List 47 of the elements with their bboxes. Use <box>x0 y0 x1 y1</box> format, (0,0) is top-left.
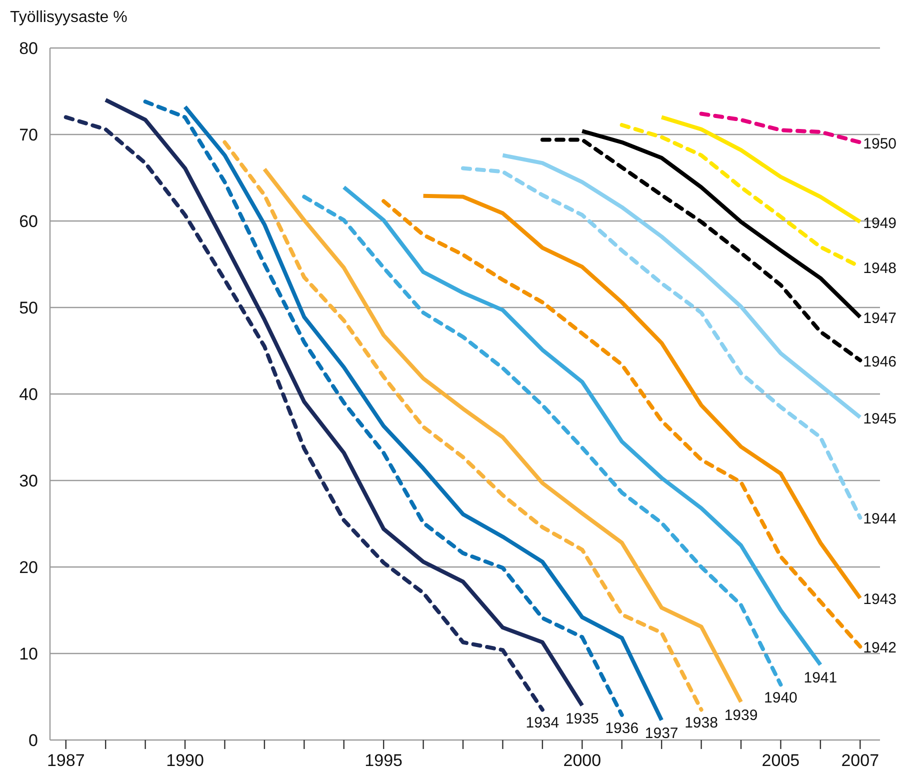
line-series <box>222 140 704 712</box>
series-label: 1935 <box>565 710 599 728</box>
x-tick-label: 1995 <box>364 751 403 770</box>
series-label: 1945 <box>863 410 897 428</box>
y-tick-label: 80 <box>19 39 38 58</box>
y-tick-label: 20 <box>19 558 38 577</box>
series-label: 1947 <box>863 310 897 328</box>
y-tick-label: 30 <box>19 472 38 490</box>
series-label: 1940 <box>764 690 798 707</box>
line-series <box>64 115 544 712</box>
line-series <box>104 98 584 708</box>
y-axis-title: Työllisyysaste % <box>10 9 128 26</box>
line-series <box>302 194 783 687</box>
line-series <box>580 129 862 320</box>
series-label: 1943 <box>863 591 897 608</box>
series-label: 1941 <box>804 670 838 687</box>
line-series <box>342 185 822 667</box>
line-series <box>699 112 862 144</box>
y-tick-label: 70 <box>19 126 38 144</box>
line-series <box>660 115 862 224</box>
x-tick-label: 2007 <box>841 751 880 770</box>
y-tick-label: 10 <box>19 644 38 664</box>
line-series <box>461 166 862 520</box>
x-tick-label: 2005 <box>762 751 800 770</box>
x-tick-label: 2000 <box>563 751 602 770</box>
series-label: 1949 <box>863 214 897 232</box>
series-label: 1939 <box>724 706 758 724</box>
y-tick-label: 40 <box>19 385 38 404</box>
series-label: 1937 <box>644 725 678 742</box>
series-label: 1944 <box>863 510 897 528</box>
line-series <box>262 167 744 704</box>
series-label: 1934 <box>526 714 560 732</box>
x-tick-label: 1987 <box>46 751 85 770</box>
y-tick-label: 50 <box>19 298 38 318</box>
line-series <box>540 138 862 362</box>
y-tick-label: 60 <box>19 212 38 231</box>
line-series <box>500 153 862 420</box>
series-label: 1946 <box>863 353 897 370</box>
series-label: 1950 <box>863 135 897 152</box>
series-label: 1942 <box>863 640 897 657</box>
x-tick-label: 1990 <box>166 751 204 770</box>
line-series <box>382 199 862 649</box>
y-tick-label: 0 <box>28 731 38 750</box>
series-label: 1948 <box>863 260 897 277</box>
line-series <box>421 194 862 600</box>
series-label: 1938 <box>684 714 718 732</box>
series-label: 1936 <box>605 720 639 737</box>
